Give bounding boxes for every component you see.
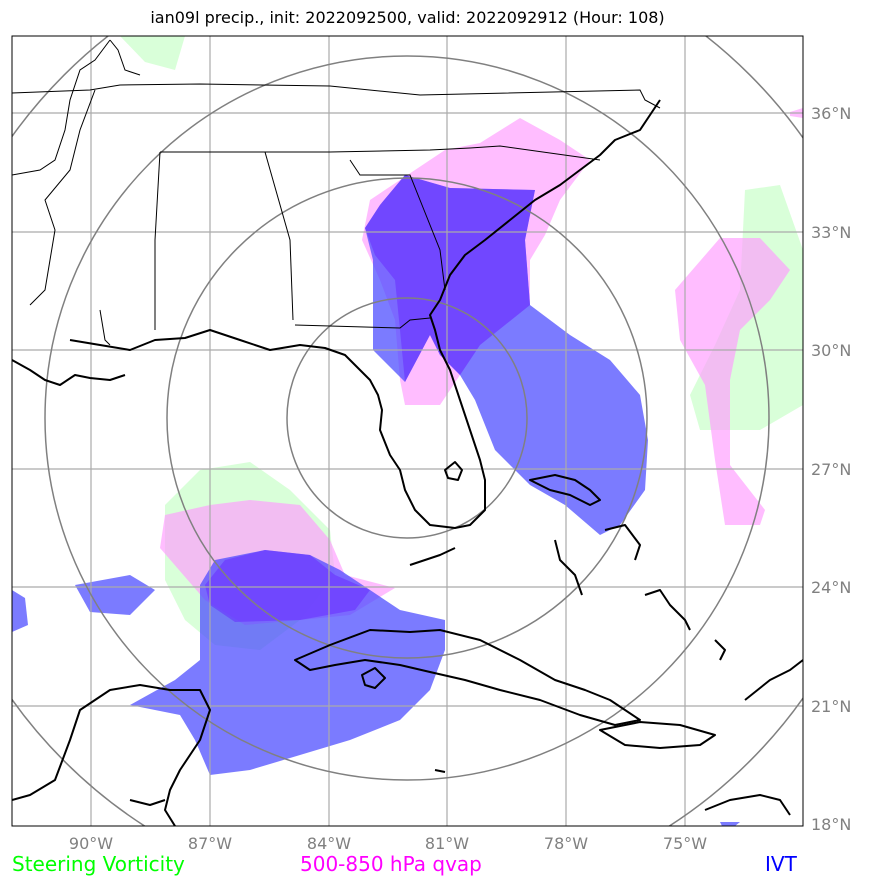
legend-ivt: IVT xyxy=(765,852,797,876)
ivt-region-edge xyxy=(12,590,28,632)
legend-qvap: 500-850 hPa qvap xyxy=(300,852,482,876)
vorticity-region-north xyxy=(120,36,185,70)
lon-label: 81°W xyxy=(425,834,469,853)
yucatan-south xyxy=(129,799,166,806)
mexico-coast xyxy=(12,684,211,826)
ivt-region-gulf xyxy=(130,550,445,775)
isle-of-youth xyxy=(361,667,386,689)
lon-label: 75°W xyxy=(663,834,707,853)
lon-axis: 90°W 87°W 84°W 81°W 78°W 75°W xyxy=(69,834,707,853)
ivt-layer xyxy=(12,175,740,826)
map-title: ian09l precip., init: 2022092500, valid:… xyxy=(150,8,665,27)
lat-axis: 36°N 33°N 30°N 27°N 24°N 21°N 18°N xyxy=(811,104,851,834)
qvap-region-atlantic xyxy=(675,238,790,525)
lat-label: 33°N xyxy=(811,223,851,242)
gulf-coast-west xyxy=(12,359,126,386)
lat-label: 27°N xyxy=(811,460,851,479)
bahamas-5 xyxy=(714,639,726,661)
bahamas-2 xyxy=(604,524,641,561)
lon-label: 78°W xyxy=(544,834,588,853)
ivt-region-south xyxy=(720,822,740,826)
bahamas-4 xyxy=(644,589,691,631)
lon-label: 90°W xyxy=(69,834,113,853)
lat-label: 18°N xyxy=(811,815,851,834)
lat-label: 36°N xyxy=(811,104,851,123)
keys xyxy=(409,547,456,566)
bahamas-1 xyxy=(529,474,601,506)
lat-label: 24°N xyxy=(811,578,851,597)
lon-label: 84°W xyxy=(307,834,351,853)
southeast-coast xyxy=(744,659,803,701)
graticule xyxy=(12,36,803,826)
lake-okeechobee xyxy=(444,461,463,481)
state-borders xyxy=(12,39,661,346)
south-islands xyxy=(704,794,791,816)
map-frame xyxy=(11,35,804,827)
ivt-region-west-small xyxy=(75,575,155,615)
coastlines xyxy=(12,99,803,826)
bahamas-3 xyxy=(554,539,583,596)
lon-label: 87°W xyxy=(188,834,232,853)
florida-coast xyxy=(69,99,661,529)
lat-label: 30°N xyxy=(811,341,851,360)
cuba xyxy=(294,629,641,726)
lat-label: 21°N xyxy=(811,697,851,716)
jamaica xyxy=(434,769,446,773)
legend-steering-vorticity: Steering Vorticity xyxy=(12,852,185,876)
hispaniola xyxy=(599,721,716,749)
